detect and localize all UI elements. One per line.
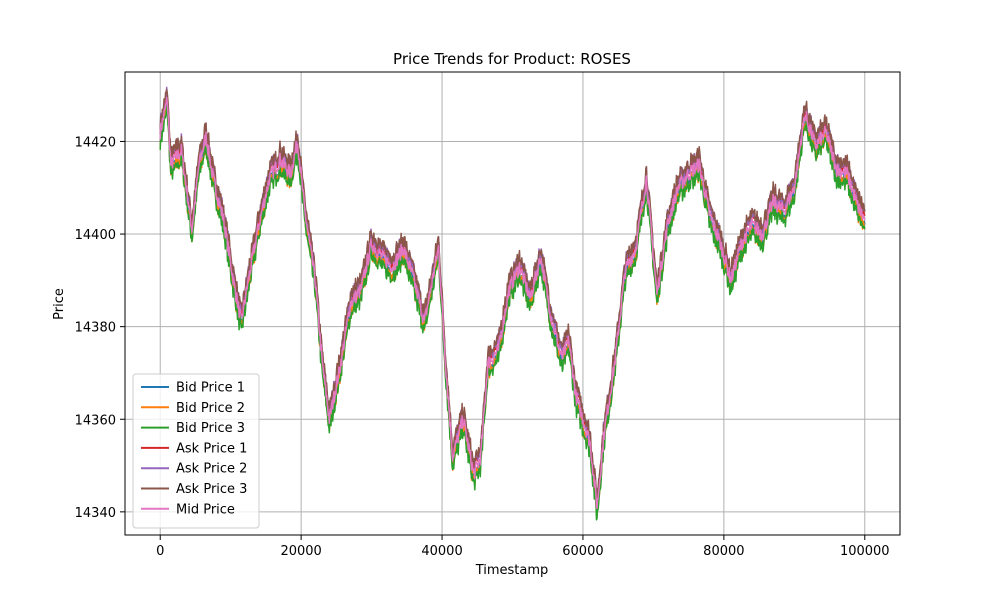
- legend: Bid Price 1 Bid Price 2 Bid Price 3 Ask Pri…: [132, 373, 260, 529]
- axis-ticks: 0 20000 40000 60000 80000 100000 14340 14360 143…: [75, 135, 890, 559]
- x-tick-label: 100000: [840, 544, 890, 559]
- plot-frame: [124, 71, 901, 536]
- legend-label-ask-price-1: Ask Price 1: [176, 441, 247, 456]
- y-tick-label: 14340: [75, 506, 116, 521]
- y-tick-label: 14420: [75, 135, 116, 150]
- legend-label-mid-price: Mid Price: [176, 502, 235, 517]
- x-tick-label: 20000: [280, 544, 321, 559]
- x-tick-label: 40000: [421, 544, 462, 559]
- y-tick-label: 14400: [75, 228, 116, 243]
- x-axis-label: Timestamp: [475, 563, 549, 578]
- x-tick-label: 60000: [562, 544, 603, 559]
- y-tick-label: 14360: [75, 413, 116, 428]
- legend-label-bid-price-1: Bid Price 1: [176, 381, 245, 396]
- legend-label-ask-price-2: Ask Price 2: [176, 462, 247, 477]
- series-line-ask-price-3: [159, 88, 866, 499]
- x-tick-label: 0: [156, 544, 164, 559]
- series-layer: [159, 86, 866, 521]
- chart-title: Price Trends for Product: ROSES: [393, 50, 631, 68]
- x-tick-label: 80000: [703, 544, 744, 559]
- series-line-bid-price-3: [159, 104, 866, 521]
- legend-label-bid-price-3: Bid Price 3: [176, 421, 245, 436]
- series-line-mid-price: [159, 96, 866, 510]
- legend-label-bid-price-2: Bid Price 2: [176, 401, 245, 416]
- y-axis-label: Price: [52, 288, 67, 320]
- y-tick-label: 14380: [75, 321, 116, 336]
- legend-label-ask-price-3: Ask Price 3: [176, 482, 247, 497]
